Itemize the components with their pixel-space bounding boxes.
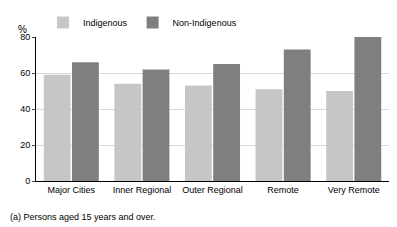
- svg-text:Non-Indigenous: Non-Indigenous: [173, 18, 237, 28]
- svg-text:Indigenous: Indigenous: [83, 18, 128, 28]
- svg-text:%: %: [18, 24, 27, 35]
- svg-text:Inner Regional: Inner Regional: [113, 185, 172, 195]
- svg-text:60: 60: [20, 68, 30, 78]
- svg-text:20: 20: [20, 140, 30, 150]
- svg-text:Outer Regional: Outer Regional: [182, 185, 243, 195]
- svg-text:(a) Persons aged 15 years and: (a) Persons aged 15 years and over.: [10, 212, 156, 222]
- svg-text:Remote: Remote: [267, 185, 299, 195]
- svg-text:Very Remote: Very Remote: [328, 185, 380, 195]
- svg-text:80: 80: [20, 32, 30, 42]
- svg-text:0: 0: [25, 176, 30, 186]
- svg-text:40: 40: [20, 104, 30, 114]
- svg-text:Major Cities: Major Cities: [48, 185, 96, 195]
